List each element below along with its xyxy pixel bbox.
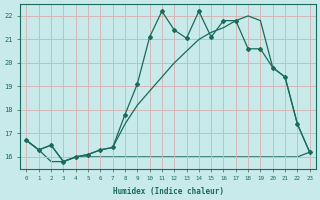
X-axis label: Humidex (Indice chaleur): Humidex (Indice chaleur) xyxy=(113,187,224,196)
